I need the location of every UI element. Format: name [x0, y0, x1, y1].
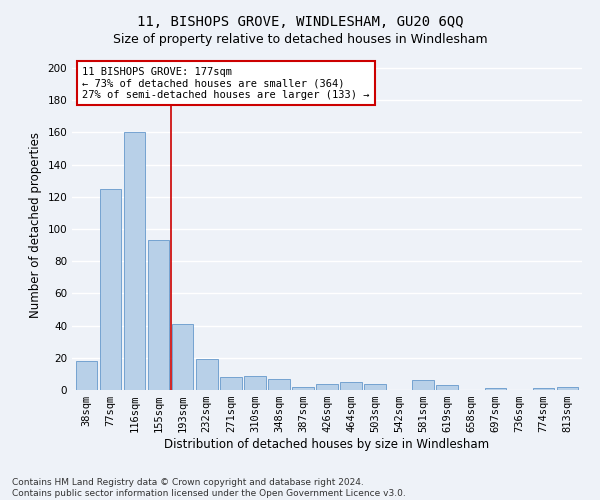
Text: Size of property relative to detached houses in Windlesham: Size of property relative to detached ho…	[113, 32, 487, 46]
Bar	[340, 382, 362, 390]
Bar	[76, 361, 97, 390]
Bar	[292, 387, 314, 390]
Text: 11 BISHOPS GROVE: 177sqm
← 73% of detached houses are smaller (364)
27% of semi-: 11 BISHOPS GROVE: 177sqm ← 73% of detach…	[82, 66, 370, 100]
Bar	[268, 378, 290, 390]
Bar	[436, 385, 458, 390]
Bar	[196, 360, 218, 390]
Bar	[172, 324, 193, 390]
Bar	[244, 376, 266, 390]
Text: 11, BISHOPS GROVE, WINDLESHAM, GU20 6QQ: 11, BISHOPS GROVE, WINDLESHAM, GU20 6QQ	[137, 15, 463, 29]
Bar	[533, 388, 554, 390]
X-axis label: Distribution of detached houses by size in Windlesham: Distribution of detached houses by size …	[164, 438, 490, 451]
Bar	[124, 132, 145, 390]
Y-axis label: Number of detached properties: Number of detached properties	[29, 132, 42, 318]
Bar	[485, 388, 506, 390]
Bar	[364, 384, 386, 390]
Bar	[148, 240, 169, 390]
Bar	[316, 384, 338, 390]
Bar	[220, 377, 242, 390]
Bar	[557, 387, 578, 390]
Bar	[412, 380, 434, 390]
Bar	[100, 189, 121, 390]
Text: Contains HM Land Registry data © Crown copyright and database right 2024.
Contai: Contains HM Land Registry data © Crown c…	[12, 478, 406, 498]
